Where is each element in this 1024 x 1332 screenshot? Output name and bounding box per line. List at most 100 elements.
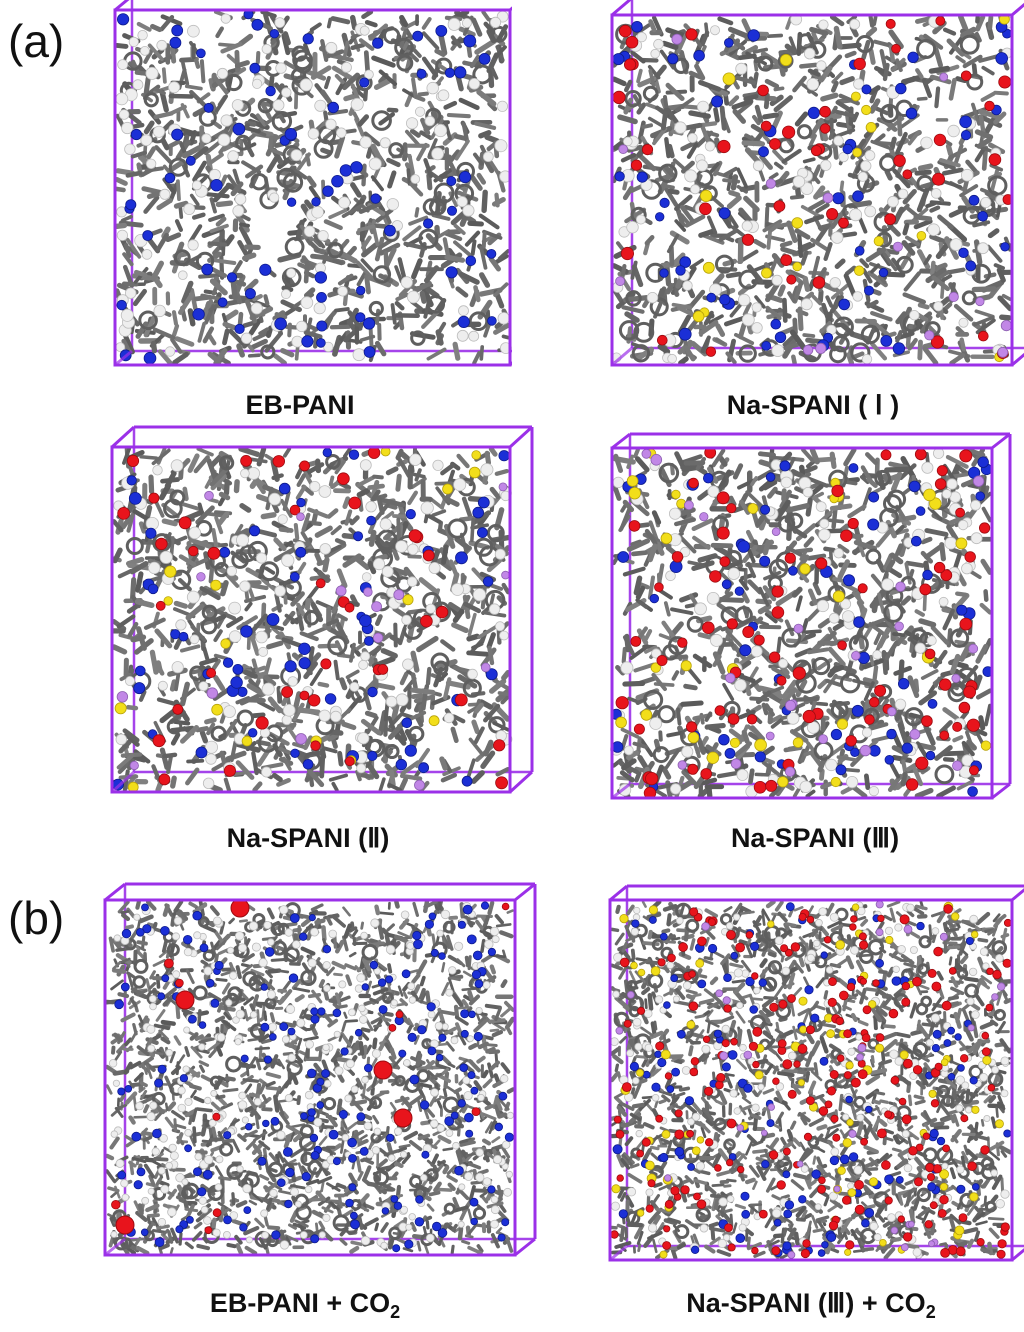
hydrogen-atom: [1000, 1089, 1009, 1098]
hydrogen-atom: [494, 139, 508, 153]
oxygen-atom: [835, 1016, 844, 1026]
nitrogen-atom: [865, 1105, 873, 1114]
nitrogen-atom: [618, 1209, 628, 1219]
hydrogen-atom: [141, 249, 153, 260]
hydrogen-atom: [829, 277, 841, 289]
nitrogen-atom: [895, 82, 907, 95]
hydrogen-atom: [941, 1162, 949, 1170]
nitrogen-atom: [969, 1076, 978, 1085]
hydrogen-atom: [633, 906, 641, 915]
hydrogen-atom: [261, 43, 272, 55]
oxygen-atom: [854, 1204, 865, 1215]
hydrogen-atom: [682, 981, 692, 990]
sulfur-atom: [951, 912, 960, 921]
nitrogen-atom: [706, 292, 717, 303]
sulfur-atom: [692, 310, 705, 323]
oxygen-atom: [647, 1179, 656, 1188]
nitrogen-atom: [864, 1208, 875, 1218]
sodium-atom: [903, 924, 913, 934]
hydrogen-atom: [645, 1188, 654, 1197]
hydrogen-atom: [235, 533, 249, 547]
oxygen-atom: [843, 1071, 852, 1080]
hydrogen-atom: [137, 30, 148, 41]
oxygen-atom: [849, 923, 857, 931]
nitrogen-atom: [667, 53, 679, 65]
sodium-atom: [671, 33, 683, 45]
sodium-atom: [856, 1053, 864, 1061]
nitrogen-atom: [782, 1241, 792, 1251]
oxygen-atom: [832, 1133, 841, 1142]
hydrogen-atom: [296, 320, 308, 333]
nitrogen-atom: [217, 297, 228, 308]
hydrogen-atom: [349, 681, 360, 692]
hydrogen-atom: [425, 603, 436, 614]
oxygen-atom: [752, 1060, 760, 1069]
nitrogen-atom: [362, 317, 376, 330]
nitrogen-atom: [697, 979, 707, 989]
nitrogen-atom: [302, 33, 314, 45]
hydrogen-atom: [909, 946, 918, 955]
sodium-atom: [767, 1103, 775, 1111]
hydrogen-atom: [268, 492, 282, 506]
hydrogen-atom: [255, 552, 268, 564]
hydrogen-atom: [187, 24, 200, 38]
oxygen-atom: [655, 1041, 665, 1051]
hydrogen-atom: [674, 121, 687, 134]
sulfur-atom: [699, 189, 713, 202]
molecular-box-render: [608, 884, 1024, 1262]
nitrogen-atom: [356, 285, 366, 296]
nitrogen-atom: [350, 161, 363, 174]
sulfur-atom: [835, 939, 845, 950]
nitrogen-atom: [891, 976, 902, 986]
sulfur-atom: [792, 261, 802, 272]
sodium-atom: [796, 1160, 804, 1168]
nitrogen-atom: [316, 291, 327, 303]
nitrogen-atom: [612, 1144, 623, 1155]
hydrogen-atom: [771, 274, 783, 286]
nitrogen-atom: [201, 263, 214, 276]
sodium-atom: [975, 296, 985, 307]
oxygen-atom: [714, 1164, 722, 1172]
hydrogen-atom: [991, 1066, 999, 1074]
nitrogen-atom: [636, 171, 648, 183]
oxygen-atom: [898, 1097, 907, 1106]
sulfur-atom: [954, 1225, 965, 1236]
hydrogen-atom: [736, 1001, 744, 1010]
hydrogen-atom: [431, 147, 445, 161]
nitrogen-atom: [770, 318, 782, 330]
hydrogen-atom: [646, 292, 659, 304]
sodium-atom: [701, 922, 710, 931]
hydrogen-atom: [281, 553, 295, 568]
sulfur-atom: [885, 935, 894, 945]
hydrogen-atom: [379, 137, 391, 149]
box-front-face: [113, 8, 512, 367]
sulfur-atom: [702, 261, 715, 274]
nitrogen-atom: [839, 1154, 850, 1165]
oxygen-atom: [772, 1077, 780, 1085]
sodium-atom: [722, 996, 731, 1005]
sulfur-atom: [754, 1070, 764, 1080]
hydrogen-atom: [869, 1221, 879, 1231]
oxygen-atom: [901, 981, 911, 991]
sodium-atom: [760, 1129, 768, 1137]
hydrogen-atom: [458, 305, 469, 317]
nitrogen-atom: [222, 657, 234, 668]
nitrogen-atom: [251, 18, 264, 31]
oxygen-atom: [890, 1075, 900, 1085]
nitrogen-atom: [164, 172, 176, 184]
nitrogen-atom: [798, 1195, 807, 1204]
oxygen-atom: [934, 1062, 943, 1071]
oxygen-atom: [932, 1164, 942, 1174]
hydrogen-atom: [806, 77, 820, 91]
hydrogen-atom: [261, 766, 272, 778]
hydrogen-atom: [735, 62, 748, 75]
hydrogen-atom: [831, 231, 844, 244]
sulfur-atom: [939, 1182, 948, 1191]
hydrogen-atom: [696, 159, 709, 172]
hydrogen-atom: [204, 740, 218, 754]
oxygen-atom: [980, 1145, 990, 1155]
hydrogen-atom: [202, 777, 215, 790]
sulfur-atom: [660, 1049, 671, 1060]
nitrogen-atom: [290, 748, 300, 759]
hydrogen-atom: [447, 17, 461, 31]
